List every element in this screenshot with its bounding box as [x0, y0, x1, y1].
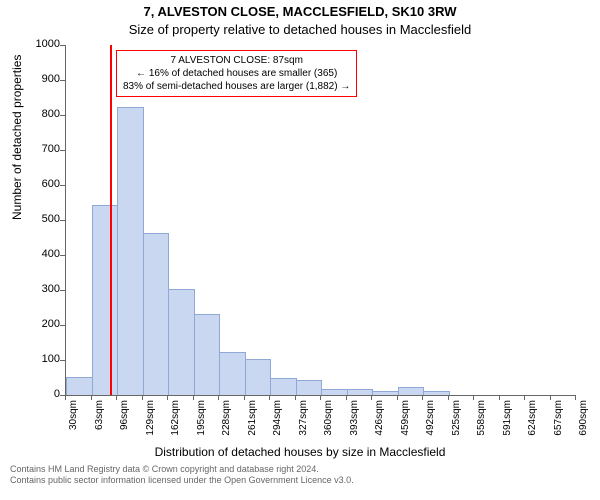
annotation-line-3: 83% of semi-detached houses are larger (…: [123, 80, 350, 93]
y-tick-label: 700: [30, 143, 60, 155]
y-tick-label: 0: [30, 388, 60, 400]
x-tick-label: 261sqm: [247, 400, 258, 440]
x-tick-mark: [346, 395, 347, 400]
x-tick-mark: [320, 395, 321, 400]
annotation-box: 7 ALVESTON CLOSE: 87sqm← 16% of detached…: [116, 50, 357, 97]
y-tick-label: 1000: [30, 38, 60, 50]
histogram-bar: [398, 387, 425, 395]
histogram-bar: [219, 352, 246, 395]
x-tick-mark: [142, 395, 143, 400]
plot-area: 7 ALVESTON CLOSE: 87sqm← 16% of detached…: [65, 45, 576, 396]
y-tick-mark: [60, 220, 65, 221]
x-tick-label: 591sqm: [502, 400, 513, 440]
x-tick-label: 30sqm: [68, 400, 79, 440]
x-tick-label: 63sqm: [94, 400, 105, 440]
x-tick-mark: [371, 395, 372, 400]
y-tick-label: 800: [30, 108, 60, 120]
x-tick-label: 525sqm: [451, 400, 462, 440]
histogram-bar: [270, 378, 297, 395]
x-tick-mark: [575, 395, 576, 400]
x-tick-label: 459sqm: [400, 400, 411, 440]
y-tick-mark: [60, 325, 65, 326]
x-tick-label: 294sqm: [272, 400, 283, 440]
x-tick-mark: [65, 395, 66, 400]
x-tick-mark: [116, 395, 117, 400]
y-tick-mark: [60, 115, 65, 116]
x-tick-label: 96sqm: [119, 400, 130, 440]
histogram-bar: [92, 205, 119, 395]
x-tick-label: 657sqm: [553, 400, 564, 440]
footer-line-1: Contains HM Land Registry data © Crown c…: [10, 464, 354, 475]
x-tick-label: 426sqm: [374, 400, 385, 440]
y-tick-label: 300: [30, 283, 60, 295]
y-tick-mark: [60, 80, 65, 81]
x-tick-label: 624sqm: [527, 400, 538, 440]
x-tick-mark: [448, 395, 449, 400]
x-tick-mark: [269, 395, 270, 400]
x-tick-label: 129sqm: [145, 400, 156, 440]
annotation-line-2: ← 16% of detached houses are smaller (36…: [123, 67, 350, 80]
x-tick-label: 327sqm: [298, 400, 309, 440]
x-tick-mark: [295, 395, 296, 400]
property-marker-line: [110, 45, 112, 395]
footer-attribution: Contains HM Land Registry data © Crown c…: [10, 464, 354, 486]
histogram-bar: [117, 107, 144, 395]
y-tick-label: 500: [30, 213, 60, 225]
x-tick-mark: [550, 395, 551, 400]
y-tick-label: 600: [30, 178, 60, 190]
y-tick-mark: [60, 45, 65, 46]
histogram-bar: [321, 389, 348, 395]
histogram-bar: [423, 391, 450, 395]
x-tick-mark: [422, 395, 423, 400]
histogram-bar: [347, 389, 374, 395]
x-tick-label: 195sqm: [196, 400, 207, 440]
histogram-bar: [194, 314, 221, 396]
x-tick-label: 228sqm: [221, 400, 232, 440]
x-tick-mark: [473, 395, 474, 400]
x-tick-mark: [218, 395, 219, 400]
x-tick-label: 558sqm: [476, 400, 487, 440]
y-axis-label: Number of detached properties: [10, 55, 24, 220]
chart-container: 7, ALVESTON CLOSE, MACCLESFIELD, SK10 3R…: [0, 0, 600, 500]
chart-title-1: 7, ALVESTON CLOSE, MACCLESFIELD, SK10 3R…: [0, 4, 600, 19]
x-tick-mark: [91, 395, 92, 400]
y-tick-mark: [60, 255, 65, 256]
y-tick-label: 400: [30, 248, 60, 260]
histogram-bar: [372, 391, 399, 395]
x-tick-label: 393sqm: [349, 400, 360, 440]
annotation-line-1: 7 ALVESTON CLOSE: 87sqm: [123, 54, 350, 67]
y-tick-label: 200: [30, 318, 60, 330]
x-axis-label: Distribution of detached houses by size …: [0, 445, 600, 459]
x-tick-mark: [193, 395, 194, 400]
y-tick-mark: [60, 185, 65, 186]
x-tick-label: 690sqm: [578, 400, 589, 440]
x-tick-mark: [524, 395, 525, 400]
histogram-bar: [296, 380, 323, 395]
histogram-bar: [66, 377, 93, 396]
x-tick-mark: [397, 395, 398, 400]
x-tick-label: 360sqm: [323, 400, 334, 440]
chart-title-2: Size of property relative to detached ho…: [0, 22, 600, 37]
y-tick-mark: [60, 290, 65, 291]
y-tick-label: 900: [30, 73, 60, 85]
y-tick-mark: [60, 150, 65, 151]
x-tick-mark: [167, 395, 168, 400]
y-tick-mark: [60, 360, 65, 361]
x-tick-mark: [499, 395, 500, 400]
x-tick-mark: [244, 395, 245, 400]
histogram-bar: [168, 289, 195, 395]
y-tick-label: 100: [30, 353, 60, 365]
x-tick-label: 162sqm: [170, 400, 181, 440]
footer-line-2: Contains public sector information licen…: [10, 475, 354, 486]
histogram-bar: [245, 359, 272, 395]
histogram-bar: [143, 233, 170, 395]
x-tick-label: 492sqm: [425, 400, 436, 440]
